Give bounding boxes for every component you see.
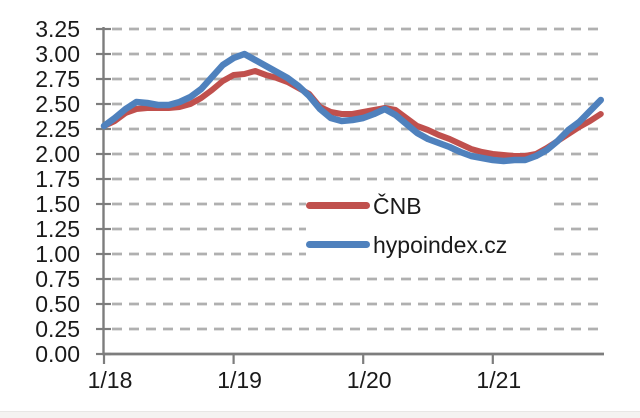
series-line-cnb: [101, 68, 604, 159]
legend: ČNB hypoindex.cz: [306, 186, 552, 264]
y-tick-label: 0.00: [35, 341, 80, 367]
y-tick-label: 2.75: [35, 66, 80, 92]
y-tick-label: 2.00: [35, 141, 80, 167]
x-tick-label: 1/21: [476, 367, 522, 393]
x-tick-label: 1/20: [346, 367, 392, 393]
y-tick-label: 1.50: [35, 191, 80, 217]
y-tick-label: 1.75: [35, 166, 80, 192]
legend-label-hypoindex: hypoindex.cz: [373, 231, 508, 258]
legend-label-cnb: ČNB: [373, 192, 422, 219]
hypoindex-line-swatch-icon: [306, 241, 370, 248]
y-tick-label: 2.50: [35, 91, 80, 117]
y-tick-label: 3.00: [35, 41, 80, 67]
y-tick-label: 3.25: [35, 16, 80, 42]
series-line-hypoindex: [100, 50, 605, 165]
x-tick-label: 1/19: [217, 367, 262, 393]
x-tick-label: 1/18: [87, 367, 133, 393]
bottom-strip: [0, 411, 640, 418]
legend-item-hypoindex: hypoindex.cz: [306, 233, 552, 257]
y-tick-label: 2.25: [35, 116, 80, 142]
y-tick-label: 1.00: [35, 241, 80, 267]
cnb-line-swatch-icon: [306, 202, 370, 209]
y-tick-label: 1.25: [35, 216, 80, 242]
y-tick-label: 0.25: [35, 316, 80, 342]
legend-item-cnb: ČNB: [306, 194, 552, 218]
y-tick-label: 0.75: [35, 266, 80, 292]
y-tick-label: 0.50: [35, 291, 80, 317]
